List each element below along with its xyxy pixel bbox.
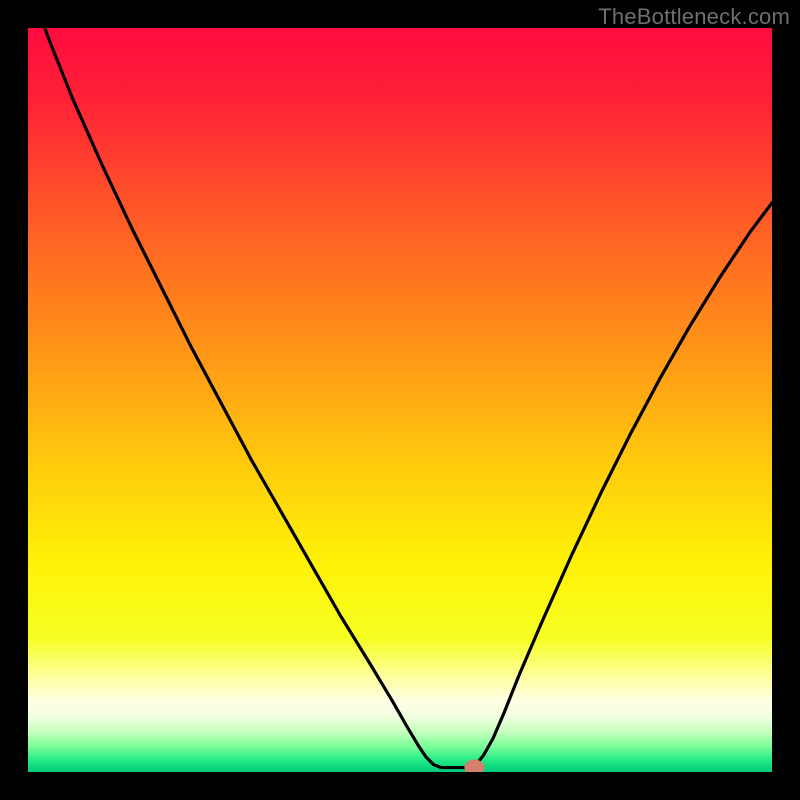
chart-heatmap-background <box>28 28 772 772</box>
watermark-text: TheBottleneck.com <box>598 4 790 30</box>
bottleneck-chart <box>0 0 800 800</box>
